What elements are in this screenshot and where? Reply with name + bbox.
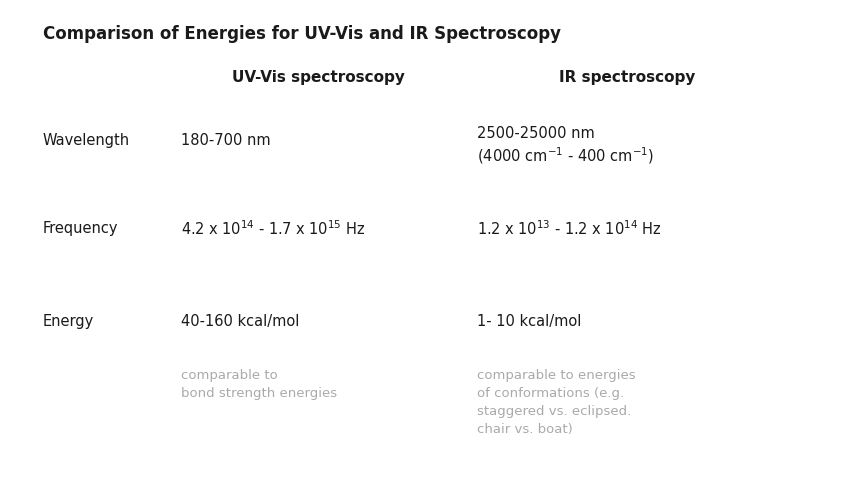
Text: Frequency: Frequency — [43, 220, 119, 235]
Text: 180-700 nm: 180-700 nm — [181, 133, 270, 148]
Text: 1- 10 kcal/mol: 1- 10 kcal/mol — [477, 313, 581, 328]
Text: IR spectroscopy: IR spectroscopy — [559, 70, 696, 85]
Text: 2500-25000 nm: 2500-25000 nm — [477, 125, 595, 140]
Text: comparable to energies
of conformations (e.g.
staggered vs. eclipsed.
chair vs. : comparable to energies of conformations … — [477, 368, 636, 435]
Text: Wavelength: Wavelength — [43, 133, 130, 148]
Text: 40-160 kcal/mol: 40-160 kcal/mol — [181, 313, 299, 328]
Text: UV-Vis spectroscopy: UV-Vis spectroscopy — [232, 70, 405, 85]
Text: Comparison of Energies for UV-Vis and IR Spectroscopy: Comparison of Energies for UV-Vis and IR… — [43, 25, 561, 43]
Text: 1.2 x 10$^{13}$ - 1.2 x 10$^{14}$ Hz: 1.2 x 10$^{13}$ - 1.2 x 10$^{14}$ Hz — [477, 218, 662, 237]
Text: Energy: Energy — [43, 313, 95, 328]
Text: comparable to
bond strength energies: comparable to bond strength energies — [181, 368, 337, 399]
Text: (4000 cm$^{-1}$ - 400 cm$^{-1}$): (4000 cm$^{-1}$ - 400 cm$^{-1}$) — [477, 145, 654, 166]
Text: 4.2 x 10$^{14}$ - 1.7 x 10$^{15}$ Hz: 4.2 x 10$^{14}$ - 1.7 x 10$^{15}$ Hz — [181, 218, 365, 237]
